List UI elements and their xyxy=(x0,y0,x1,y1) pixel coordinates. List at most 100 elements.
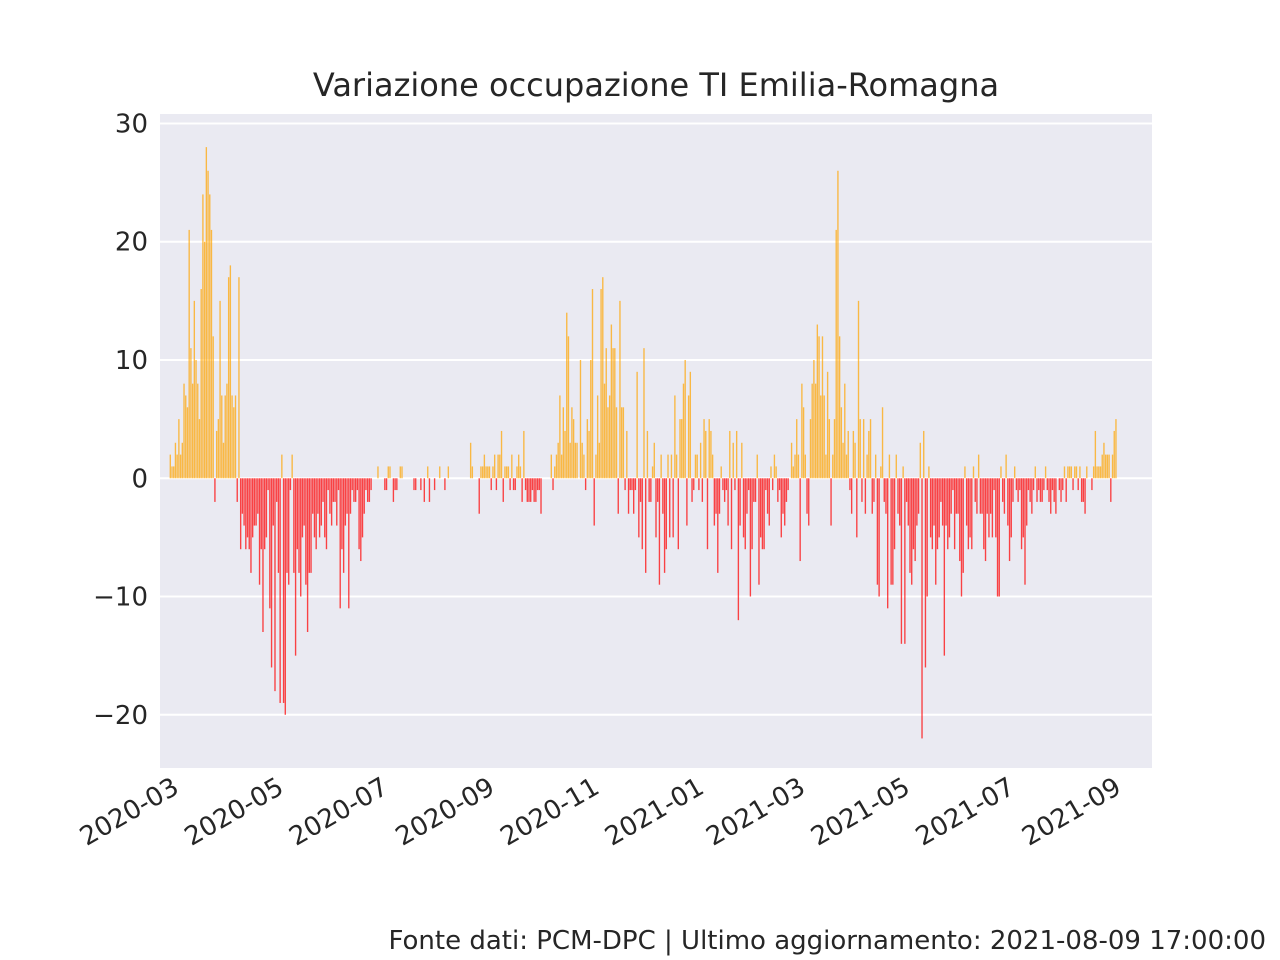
bar xyxy=(674,395,676,479)
bar xyxy=(1070,466,1073,479)
bar xyxy=(751,478,753,550)
bar xyxy=(873,478,875,502)
bar xyxy=(354,478,357,502)
bar xyxy=(1113,430,1115,479)
bar xyxy=(1001,478,1004,502)
bar xyxy=(682,383,685,479)
bar xyxy=(1032,478,1035,491)
bar xyxy=(488,466,491,479)
bar xyxy=(612,348,614,479)
bar xyxy=(499,454,501,479)
bar xyxy=(342,478,345,573)
bar xyxy=(272,478,274,526)
bar xyxy=(967,478,970,550)
bar xyxy=(276,478,278,502)
bar xyxy=(1104,454,1107,479)
bar xyxy=(826,371,829,479)
bar xyxy=(173,466,175,479)
bar xyxy=(766,478,769,514)
bar xyxy=(571,407,573,479)
bar xyxy=(993,478,995,491)
bar xyxy=(984,478,987,562)
bar xyxy=(300,478,302,597)
bar xyxy=(651,466,654,479)
bar xyxy=(185,395,187,479)
bar xyxy=(502,478,504,502)
bar xyxy=(672,478,674,538)
bar xyxy=(876,478,879,585)
bar xyxy=(859,419,861,479)
bar xyxy=(279,478,281,703)
bar xyxy=(516,466,518,479)
bar xyxy=(1012,478,1014,502)
bar xyxy=(1067,466,1069,479)
bar xyxy=(928,466,930,479)
bar xyxy=(1106,454,1109,479)
bar xyxy=(713,478,716,526)
bar xyxy=(202,194,204,479)
bar xyxy=(320,478,323,526)
bar xyxy=(554,466,556,479)
bar xyxy=(169,454,171,479)
bar xyxy=(996,478,999,597)
bar xyxy=(669,478,671,538)
bar xyxy=(648,478,650,502)
bar xyxy=(608,395,611,479)
bar xyxy=(650,478,652,502)
bar xyxy=(902,466,904,479)
bar xyxy=(1108,454,1110,479)
bar xyxy=(246,478,249,538)
bar xyxy=(258,478,261,585)
bar xyxy=(725,478,728,491)
bar xyxy=(627,478,630,514)
bar xyxy=(533,478,535,502)
bar xyxy=(251,478,254,538)
bar xyxy=(344,478,347,526)
bar xyxy=(830,478,832,526)
bar xyxy=(385,478,388,491)
bar xyxy=(995,478,997,538)
bar xyxy=(739,478,741,526)
bar xyxy=(1044,466,1047,479)
bar xyxy=(679,419,681,479)
bar xyxy=(358,478,360,550)
bar xyxy=(782,478,784,514)
bar xyxy=(753,478,755,502)
bar xyxy=(820,395,822,479)
bar xyxy=(663,478,666,573)
bar xyxy=(413,478,415,491)
bar xyxy=(243,478,245,526)
bar xyxy=(593,478,595,526)
bar xyxy=(899,478,901,526)
bar xyxy=(567,336,570,479)
bar xyxy=(1026,478,1028,526)
bar xyxy=(718,478,721,514)
bar xyxy=(828,419,831,479)
bar xyxy=(480,466,482,479)
bar xyxy=(579,359,582,479)
bar xyxy=(336,478,338,526)
bar xyxy=(833,419,836,479)
bar xyxy=(653,442,655,479)
bar xyxy=(698,478,700,491)
bar xyxy=(396,478,398,491)
bar xyxy=(253,478,256,526)
bar xyxy=(1068,466,1071,479)
bar xyxy=(250,478,252,573)
bar xyxy=(598,442,601,479)
bar xyxy=(806,478,808,514)
bar xyxy=(1014,466,1016,479)
bar xyxy=(665,478,667,550)
bar xyxy=(255,478,257,526)
bar xyxy=(439,466,441,479)
bar xyxy=(1103,442,1105,479)
bar xyxy=(226,383,228,479)
bar xyxy=(974,478,976,502)
bar xyxy=(842,442,844,479)
bar xyxy=(330,478,333,526)
bar xyxy=(234,395,237,479)
bar xyxy=(212,336,214,479)
bar xyxy=(892,478,894,585)
bar xyxy=(991,478,994,538)
source-footnote: Fonte dati: PCM-DPC | Ultimo aggiornamen… xyxy=(388,926,1267,956)
